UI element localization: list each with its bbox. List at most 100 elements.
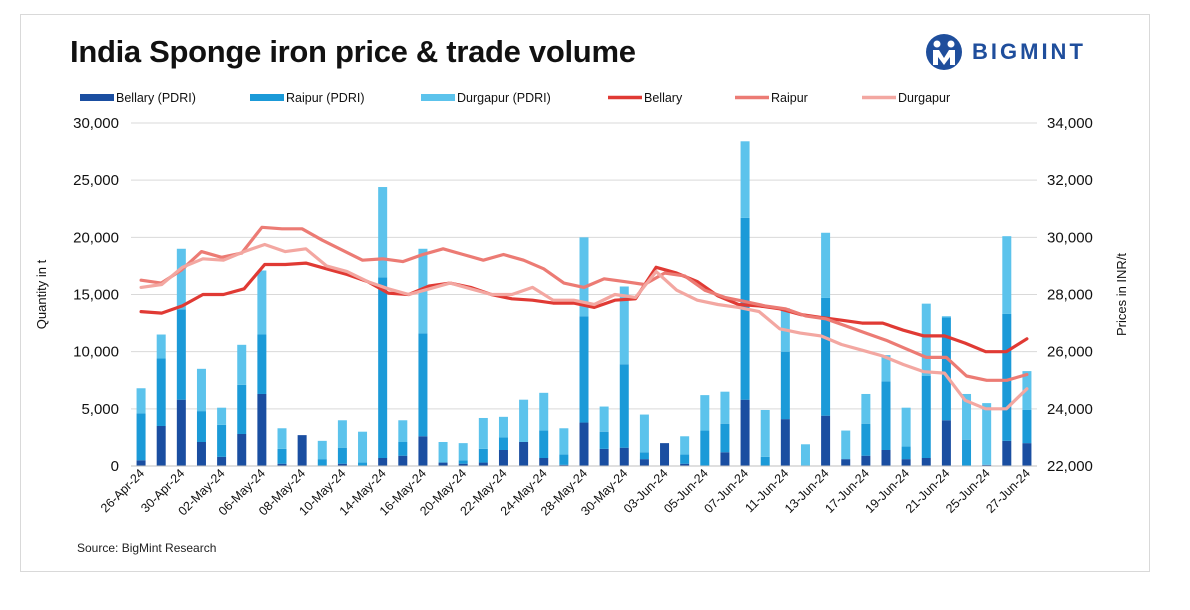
legend-label: Durgapur — [898, 91, 950, 105]
bar-segment — [619, 286, 629, 365]
bar-segment — [398, 441, 408, 456]
bar-segment — [136, 413, 146, 461]
bar-segment — [478, 417, 488, 449]
bar-segment — [720, 423, 730, 453]
bar-segment — [458, 443, 468, 461]
bar-segment — [337, 463, 347, 466]
y-tick-label: 15,000 — [73, 287, 119, 304]
bar-segment — [136, 460, 146, 466]
bar-segment — [358, 431, 368, 463]
bar-segment — [277, 463, 287, 466]
bar-segment — [498, 437, 508, 450]
legend-swatch — [80, 94, 114, 101]
bar-segment — [921, 375, 931, 458]
y-tick-label: 20,000 — [73, 229, 119, 246]
bar-segment — [861, 393, 871, 424]
bar-segment — [358, 462, 368, 466]
y2-tick-label: 30,000 — [1047, 229, 1093, 246]
chart-title: India Sponge iron price & trade volume — [70, 34, 636, 69]
bar-segment — [196, 441, 206, 466]
bar-segment — [821, 232, 831, 298]
bar-segment — [478, 448, 488, 463]
bar-segment — [780, 351, 790, 420]
bar-segment — [176, 399, 186, 466]
y2-tick-label: 26,000 — [1047, 344, 1093, 361]
bar-segment — [700, 430, 710, 466]
legend-label: Raipur (PDRI) — [286, 91, 365, 105]
legend-label: Bellary — [644, 91, 683, 105]
bar-segment — [398, 455, 408, 466]
y-tick-label: 0 — [111, 458, 119, 475]
bar-segment — [639, 459, 649, 466]
bar-segment — [1002, 440, 1012, 466]
series-line — [139, 242, 1029, 411]
lines — [139, 225, 1029, 411]
bar-segment — [680, 463, 690, 466]
bar-segment — [257, 393, 267, 466]
y2-tick-label: 28,000 — [1047, 287, 1093, 304]
bar-segment — [881, 449, 891, 466]
legend-label: Durgapur (PDRI) — [457, 91, 551, 105]
legend-swatch — [421, 94, 455, 101]
bar-segment — [579, 422, 589, 466]
bar-segment — [941, 317, 951, 421]
bar-segment — [438, 441, 448, 463]
legend-label: Raipur — [771, 91, 808, 105]
bar-segment — [378, 187, 388, 278]
bar-segment — [196, 368, 206, 412]
bar-segment — [982, 464, 992, 466]
series-line — [139, 225, 1029, 382]
bar-segment — [277, 428, 287, 449]
bar-segment — [901, 446, 911, 460]
series-line — [139, 261, 1029, 354]
bar-segment — [639, 452, 649, 460]
bar-segment — [740, 399, 750, 466]
bar-segment — [921, 303, 931, 376]
y2-tick-label: 24,000 — [1047, 401, 1093, 418]
legend-label: Bellary (PDRI) — [116, 91, 196, 105]
bar-segment — [760, 409, 770, 457]
bar-segment — [438, 462, 448, 466]
legend-swatch — [250, 94, 284, 101]
bar-segment — [680, 436, 690, 455]
bar-segment — [700, 395, 710, 431]
bar-segment — [378, 457, 388, 466]
bar-segment — [337, 420, 347, 448]
bar-segment — [800, 444, 810, 466]
bar-segment — [619, 447, 629, 466]
bar-segment — [599, 431, 609, 449]
bar-segment — [539, 430, 549, 458]
bar-segment — [337, 447, 347, 464]
bar-segment — [660, 443, 670, 466]
bar-segment — [156, 425, 166, 466]
bar-segment — [176, 309, 186, 400]
bar-segment — [156, 358, 166, 426]
bar-segment — [639, 414, 649, 453]
bar-segment — [277, 448, 287, 464]
bar-segment — [680, 454, 690, 464]
bar-segment — [498, 449, 508, 466]
bar-segment — [217, 456, 227, 466]
bar-segment — [760, 456, 770, 466]
bar-segment — [458, 463, 468, 466]
bar-segment — [821, 415, 831, 466]
y-tick-label: 10,000 — [73, 344, 119, 361]
bar-segment — [237, 433, 247, 466]
bar-segment — [317, 440, 327, 460]
bar-segment — [821, 297, 831, 416]
bar-segment — [720, 391, 730, 424]
bar-segment — [982, 403, 992, 465]
bar-segment — [539, 392, 549, 431]
y-tick-label: 5,000 — [81, 401, 119, 418]
bar-segment — [257, 270, 267, 335]
bar-segment — [136, 388, 146, 414]
legend: Bellary (PDRI) Raipur (PDRI) Durgapur (PDR… — [80, 91, 950, 105]
bar-segment — [599, 448, 609, 466]
y2-tick-label: 34,000 — [1047, 115, 1093, 132]
bigmint-logo-icon — [926, 34, 962, 70]
logo-text: BIGMINT — [972, 39, 1086, 64]
bar-segment — [1022, 443, 1032, 466]
bar-segment — [941, 316, 951, 318]
bar-segment — [599, 406, 609, 432]
